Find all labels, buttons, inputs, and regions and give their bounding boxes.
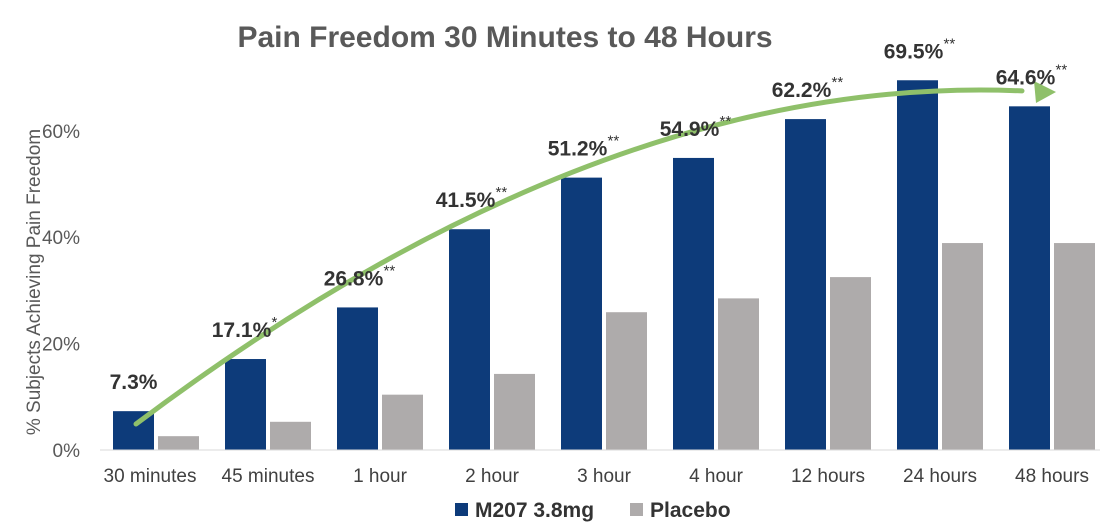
y-tick-label: 60%: [42, 122, 80, 143]
y-axis-ticks: 0% 20% 40% 60%: [42, 122, 80, 462]
data-labels: 7.3%17.1% *26.8% **41.5% **51.2% **54.9% **62…: [110, 35, 1068, 394]
bar-placebo: [606, 312, 647, 450]
bar-placebo: [270, 421, 311, 450]
y-tick-label: 20%: [42, 335, 80, 356]
significance-marker: **: [832, 74, 844, 91]
significance-marker: *: [272, 314, 278, 331]
legend-swatch-m207: [455, 503, 468, 516]
x-tick-label: 48 hours: [1015, 466, 1089, 487]
x-tick-label: 12 hours: [791, 466, 865, 487]
data-label-m207: 7.3%: [110, 371, 158, 394]
legend: M207 3.8mg Placebo: [455, 499, 731, 522]
y-tick-label: 0%: [53, 441, 81, 462]
data-label-m207: 26.8%: [324, 267, 384, 290]
legend-label-placebo: Placebo: [650, 499, 731, 522]
significance-marker: **: [384, 262, 396, 279]
bar-placebo: [1054, 243, 1095, 450]
x-tick-label: 30 minutes: [104, 466, 197, 487]
bar-m207: [337, 307, 378, 450]
data-label-m207: 54.9%: [660, 118, 720, 141]
x-tick-label: 24 hours: [903, 466, 977, 487]
bar-placebo: [830, 277, 871, 450]
bar-m207: [449, 229, 490, 450]
data-label-m207: 17.1%: [212, 319, 272, 342]
bar-m207: [673, 157, 714, 450]
legend-swatch-placebo: [630, 503, 643, 516]
data-label-m207: 64.6%: [996, 66, 1056, 89]
significance-marker: **: [496, 184, 508, 201]
bar-m207: [561, 177, 602, 450]
bar-placebo: [382, 394, 423, 450]
trend-arrow-line: [133, 87, 1025, 427]
significance-marker: **: [720, 113, 732, 130]
bar-placebo: [494, 373, 535, 450]
trend-arrow-head: [1034, 80, 1056, 103]
bar-m207: [1009, 106, 1050, 450]
trend-arrow: [133, 80, 1056, 427]
significance-marker: **: [944, 35, 956, 52]
y-tick-label: 40%: [42, 228, 80, 249]
x-tick-label: 3 hour: [577, 466, 632, 487]
legend-label-m207: M207 3.8mg: [475, 499, 594, 522]
bar-m207: [785, 119, 826, 450]
chart-title: Pain Freedom 30 Minutes to 48 Hours: [237, 21, 772, 54]
x-axis-ticks: 30 minutes 45 minutes 1 hour 2 hour 3 hour 4 …: [104, 466, 1089, 487]
bars: [113, 80, 1095, 450]
data-label-m207: 69.5%: [884, 40, 944, 63]
data-label-m207: 62.2%: [772, 79, 832, 102]
bar-m207: [897, 80, 938, 450]
significance-marker: **: [608, 133, 620, 150]
x-tick-label: 2 hour: [465, 466, 520, 487]
data-label-m207: 41.5%: [436, 189, 496, 212]
y-axis-label: % Subjects Achieving Pain Freedom: [24, 129, 45, 435]
bar-placebo: [942, 243, 983, 450]
significance-marker: **: [1056, 61, 1068, 78]
data-label-m207: 51.2%: [548, 138, 608, 161]
bar-m207: [225, 359, 266, 450]
x-tick-label: 45 minutes: [222, 466, 315, 487]
x-tick-label: 1 hour: [353, 466, 408, 487]
bar-placebo: [718, 298, 759, 450]
bar-placebo: [158, 436, 199, 450]
x-tick-label: 4 hour: [689, 466, 744, 487]
